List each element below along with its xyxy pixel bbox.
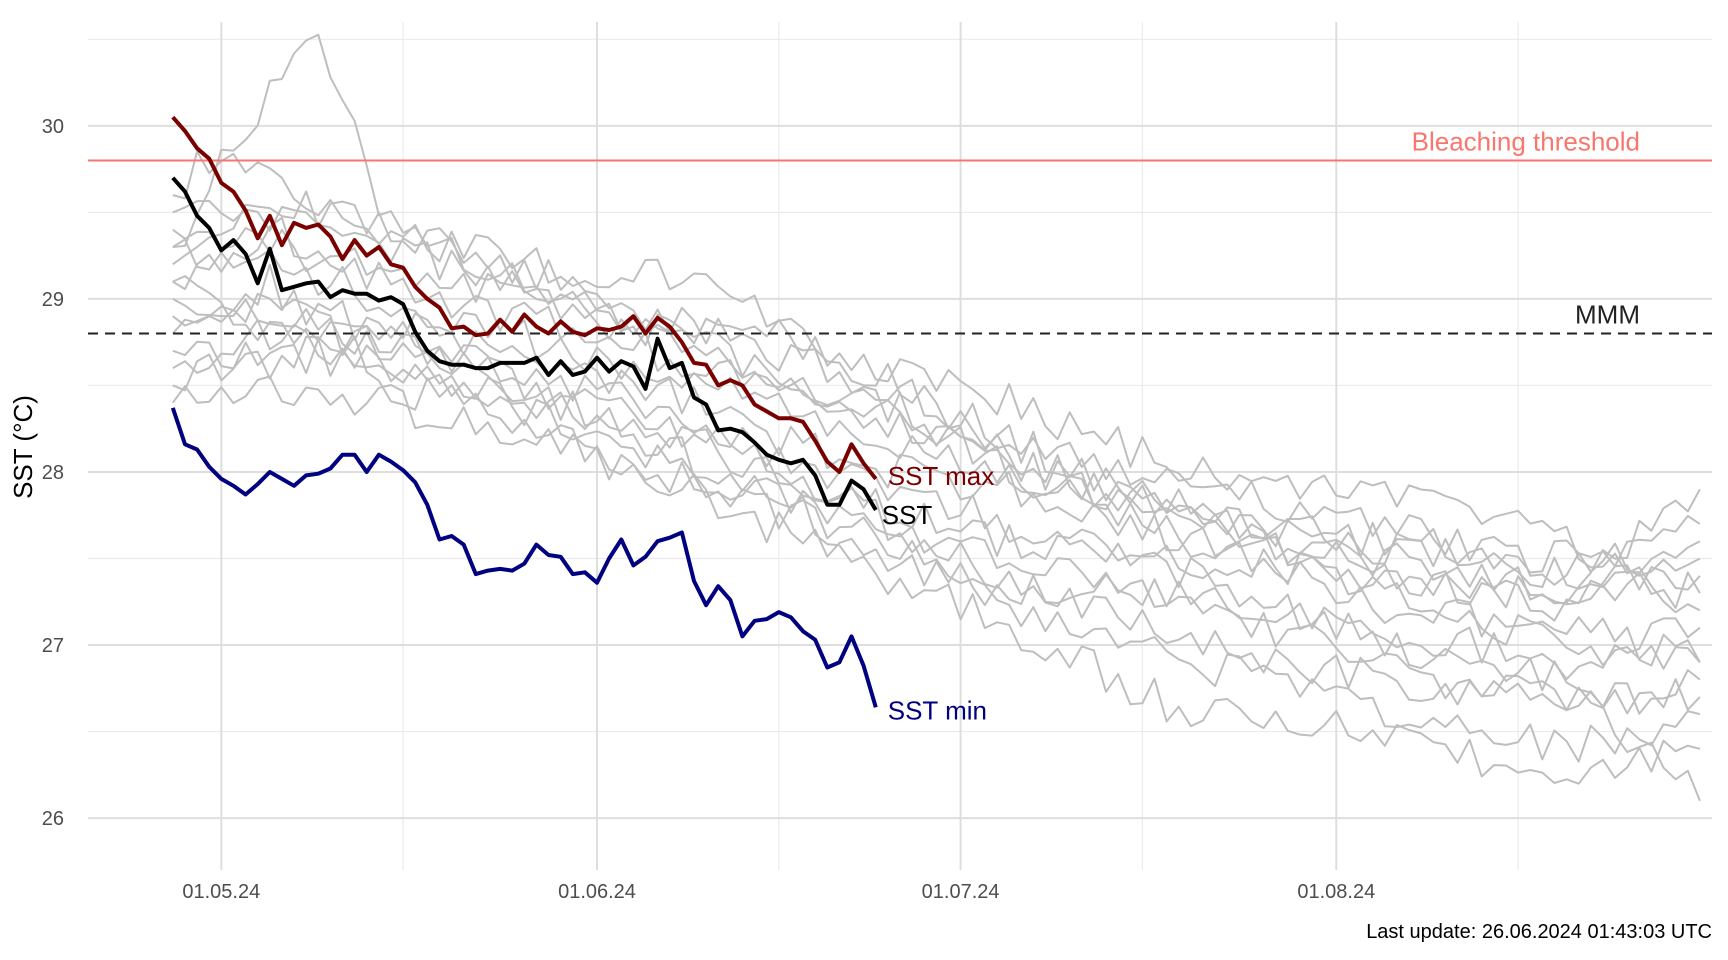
x-tick-label-3: 01.08.24 — [1297, 881, 1375, 903]
bleaching-threshold-label: Bleaching threshold — [1412, 126, 1640, 156]
reference-lines: Bleaching threshold MMM — [88, 126, 1712, 335]
sst-line — [171, 176, 878, 512]
sst-label: SST — [882, 500, 933, 530]
ensemble-line-8 — [172, 190, 1701, 586]
x-tick-label-1: 01.06.24 — [558, 881, 636, 903]
y-tick-labels: 26 27 28 29 30 — [42, 116, 64, 830]
x-tick-label-2: 01.07.24 — [922, 881, 1000, 903]
ensemble-line-11 — [172, 263, 1701, 680]
ensemble-line-13 — [172, 275, 1701, 802]
y-tick-label-2: 28 — [42, 462, 64, 484]
series-labels: SST max SST SST min — [882, 461, 994, 725]
x-tick-label-0: 01.05.24 — [182, 881, 260, 903]
ensemble-line-0 — [172, 33, 1701, 609]
sst-max-label: SST max — [888, 461, 994, 491]
series-lines — [170, 115, 878, 708]
ensemble-line-10 — [172, 199, 1701, 614]
x-tick-labels: 01.05.24 01.06.24 01.07.24 01.08.24 — [182, 881, 1375, 903]
ensemble-line-9 — [172, 318, 1701, 763]
sst-min-line — [170, 407, 878, 708]
ensemble-line-12 — [172, 238, 1701, 605]
major-gridlines — [88, 22, 1712, 870]
ensemble-line-14 — [171, 375, 1701, 715]
y-axis-title: SST (°C) — [8, 395, 38, 499]
y-tick-label-1: 27 — [42, 635, 64, 657]
y-tick-label-3: 29 — [42, 289, 64, 311]
ensemble-line-6 — [172, 298, 1701, 715]
ensemble-line-5 — [172, 227, 1701, 577]
sst-max-line — [171, 115, 878, 481]
mmm-label: MMM — [1575, 300, 1640, 330]
ensemble-line-7 — [172, 312, 1701, 667]
sst-min-label: SST min — [888, 695, 987, 725]
y-tick-label-4: 30 — [42, 116, 64, 138]
last-update-caption: Last update: 26.06.2024 01:43:03 UTC — [1366, 921, 1712, 943]
y-tick-label-0: 26 — [42, 808, 64, 830]
ensemble-line-1 — [172, 150, 1701, 609]
